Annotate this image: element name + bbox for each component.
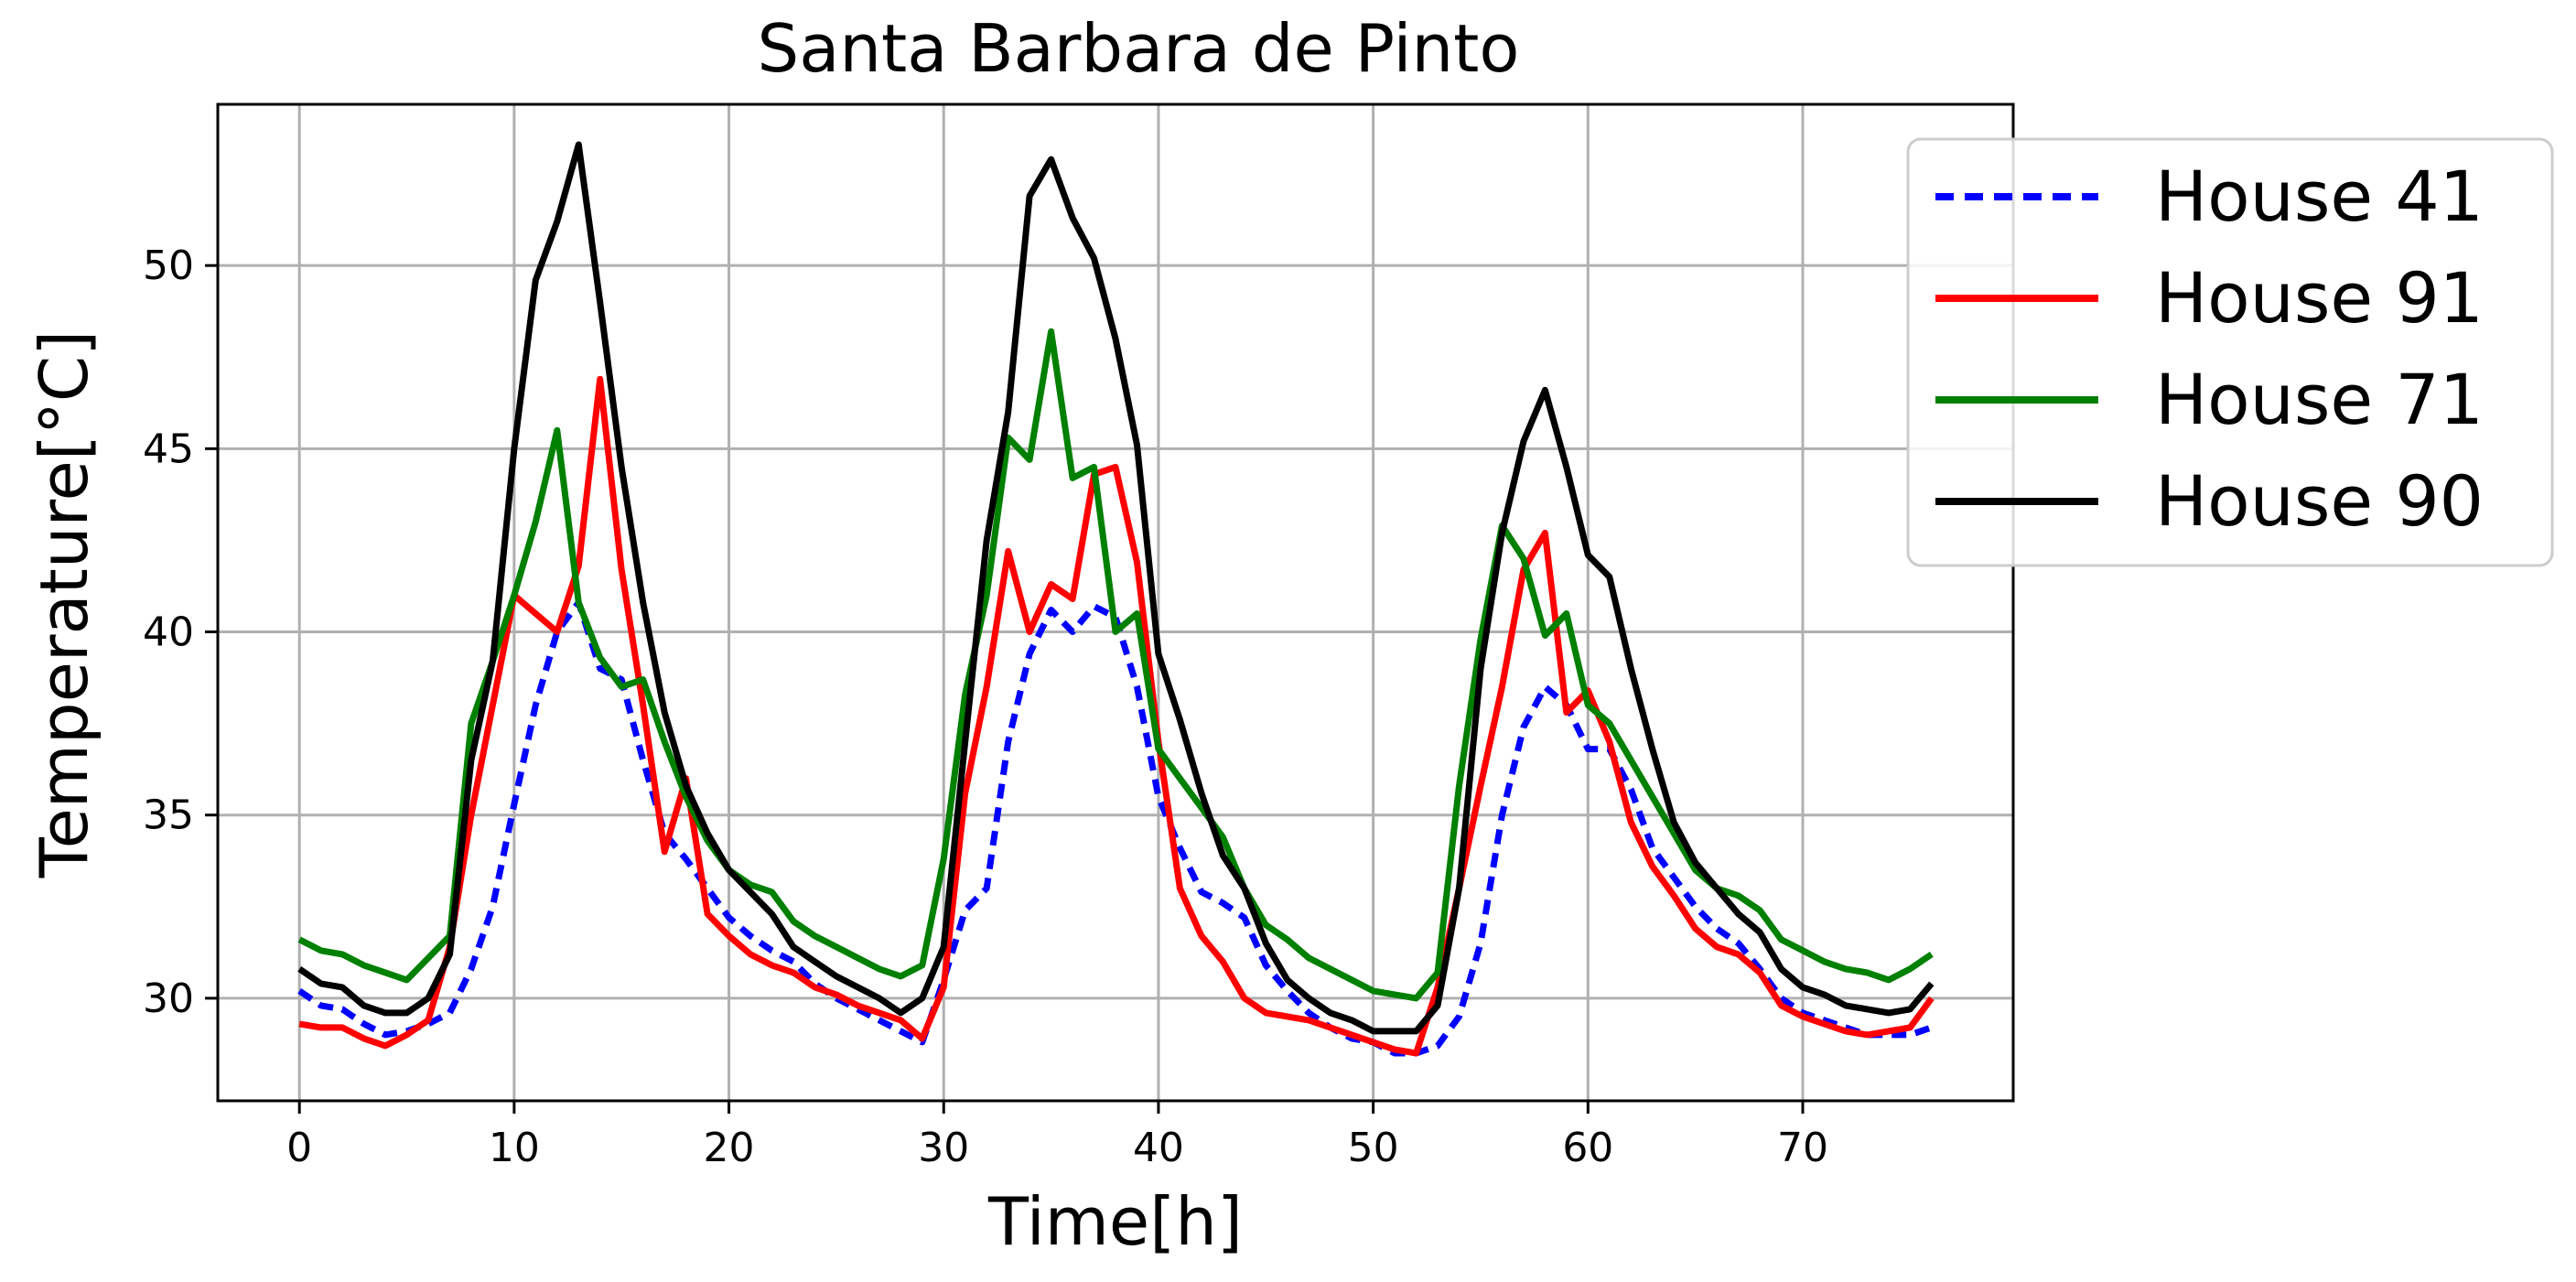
- x-tick-label: 30: [918, 1125, 969, 1171]
- axis-ticks: 0 10 20 30 40 50 60 70 30 35 40 45 50: [143, 242, 1828, 1171]
- chart-title: Santa Barbara de Pinto: [758, 10, 1520, 87]
- y-tick-label: 50: [143, 242, 194, 289]
- x-tick-label: 20: [704, 1125, 755, 1171]
- legend-label: House 90: [2155, 460, 2484, 542]
- legend-label: House 41: [2155, 156, 2484, 237]
- legend: House 41 House 91 House 71 House 90: [1906, 137, 2554, 567]
- y-tick-label: 40: [143, 609, 194, 656]
- y-tick-label: 35: [143, 792, 194, 839]
- x-tick-label: 40: [1133, 1125, 1184, 1171]
- y-tick-label: 30: [143, 975, 194, 1022]
- series-line-house-90: [297, 141, 1935, 1035]
- legend-box: [1906, 137, 2554, 567]
- x-tick-label: 0: [286, 1125, 312, 1171]
- y-tick-label: 45: [143, 426, 194, 472]
- x-tick-label: 50: [1348, 1125, 1399, 1171]
- series-line-house-71: [297, 328, 1934, 1002]
- x-tick-label: 60: [1562, 1125, 1613, 1171]
- x-axis-label: Time[h]: [987, 1183, 1243, 1260]
- series-line-house-41: [297, 599, 1933, 1057]
- series-lines: [297, 141, 1935, 1057]
- legend-label: House 71: [2155, 359, 2484, 440]
- legend-label: House 91: [2155, 257, 2484, 339]
- x-tick-label: 70: [1777, 1125, 1828, 1171]
- x-tick-label: 10: [489, 1125, 540, 1171]
- plot-area-frame: [216, 102, 2015, 1103]
- series-line-house-91: [298, 375, 1935, 1057]
- y-axis-label: Temperature[°C]: [26, 330, 102, 879]
